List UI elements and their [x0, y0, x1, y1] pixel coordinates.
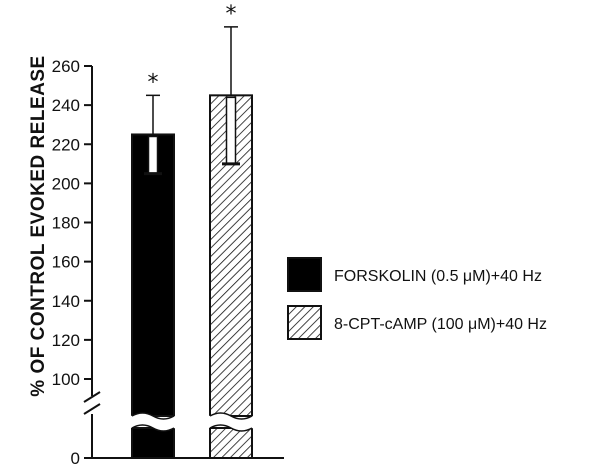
y-tick-label: 0: [71, 449, 80, 464]
bar-break-line-lower: [131, 424, 175, 432]
error-bar-lower: [147, 135, 159, 175]
y-tick-label: 180: [52, 214, 80, 233]
bar-group-2: *: [209, 2, 253, 459]
bar-group-1: *: [131, 70, 175, 459]
significance-marker: *: [148, 70, 159, 95]
legend-label-1: FORSKOLIN (0.5 μM)+40 Hz: [334, 268, 542, 285]
y-tick-label: 100: [52, 370, 80, 389]
axis-break-mark-lower: [83, 403, 101, 415]
y-tick-label: 220: [52, 135, 80, 154]
significance-marker: *: [226, 2, 237, 27]
y-tick-label: 240: [52, 96, 80, 115]
bars: **: [131, 2, 253, 459]
bar-break-line-lower: [209, 424, 253, 432]
y-tick-label: 200: [52, 174, 80, 193]
error-bar-lower: [225, 96, 237, 165]
legend-swatch-1: [287, 257, 322, 292]
bar-1: [131, 133, 175, 417]
bar-1-base: [131, 427, 175, 459]
y-axis: [83, 66, 284, 459]
y-axis-title: % OF CONTROL EVOKED RELEASE: [28, 55, 49, 396]
legend: FORSKOLIN (0.5 μM)+40 Hz 8-CPT-cAMP (100 …: [287, 257, 547, 340]
bar-2-base: [209, 427, 253, 459]
axis-break-mark-upper: [83, 391, 101, 403]
legend-label-2: 8-CPT-cAMP (100 μM)+40 Hz: [334, 316, 547, 333]
bar-break-gap: [209, 413, 253, 431]
bar-break-line-upper: [131, 412, 175, 420]
legend-swatch-2: [287, 305, 322, 340]
bar-break-line-upper: [209, 412, 253, 420]
y-tick-label: 120: [52, 331, 80, 350]
y-tick-label: 260: [52, 57, 80, 76]
y-tick-label: 140: [52, 292, 80, 311]
bar-break-gap: [131, 413, 175, 431]
y-axis-ticks: 0 100 120 140 160 180 200 220 240 260: [52, 57, 92, 464]
y-tick-label: 160: [52, 253, 80, 272]
